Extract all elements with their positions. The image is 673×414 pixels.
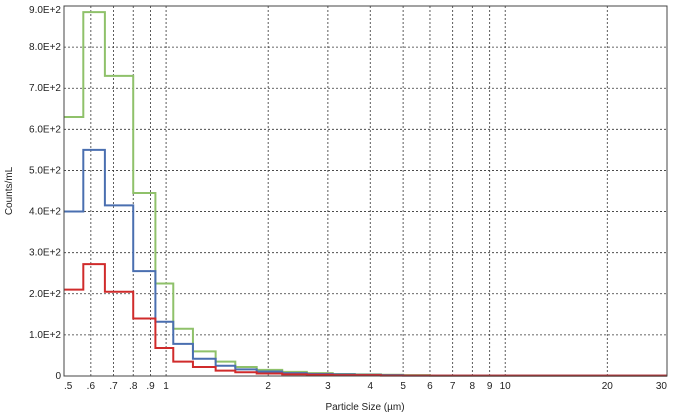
x-axis-title: Particle Size (µm) bbox=[325, 402, 404, 413]
series-line-3 bbox=[64, 263, 667, 377]
x-tick-label: 1 bbox=[163, 381, 169, 392]
y-tick-label: 1.0E+2 bbox=[29, 330, 61, 341]
y-tick-label: 0 bbox=[55, 371, 61, 382]
y-tick-label: 9.0E+2 bbox=[29, 5, 61, 16]
x-tick-label: 9 bbox=[487, 381, 493, 392]
plot-border bbox=[63, 5, 668, 377]
x-tick-label: .5 bbox=[64, 381, 73, 392]
x-tick-label: 7 bbox=[450, 381, 456, 392]
x-tick-label: 5 bbox=[400, 381, 406, 392]
x-tick-labels: .5 .6 .7 .8 .9 1 2 3 4 5 6 7 8 9 10 20 30 bbox=[64, 381, 667, 392]
x-tick-label: 4 bbox=[367, 381, 373, 392]
y-tick-label: 8.0E+2 bbox=[29, 42, 61, 53]
plot-area bbox=[64, 6, 667, 376]
x-tick-label: 3 bbox=[325, 381, 331, 392]
x-tick-label: .9 bbox=[146, 381, 155, 392]
y-tick-label: 7.0E+2 bbox=[29, 83, 61, 94]
x-tick-label: .6 bbox=[87, 381, 96, 392]
gridlines bbox=[64, 6, 667, 376]
x-tick-label: 6 bbox=[427, 381, 433, 392]
y-tick-label: 6.0E+2 bbox=[29, 124, 61, 135]
x-tick-label: 20 bbox=[602, 381, 614, 392]
series-group bbox=[64, 11, 667, 377]
x-tick-label: 30 bbox=[656, 381, 668, 392]
x-tick-label: .8 bbox=[129, 381, 138, 392]
x-tick-label: .7 bbox=[109, 381, 118, 392]
y-tick-labels: 0 1.0E+2 2.0E+2 3.0E+2 4.0E+2 5.0E+2 6.0E+2 7.0… bbox=[29, 5, 61, 382]
y-tick-label: 2.0E+2 bbox=[29, 289, 61, 300]
y-tick-label: 3.0E+2 bbox=[29, 248, 61, 259]
y-tick-label: 5.0E+2 bbox=[29, 165, 61, 176]
x-tick-label: 2 bbox=[265, 381, 271, 392]
y-axis-title: Counts/mL bbox=[4, 166, 15, 215]
x-tick-label: 8 bbox=[470, 381, 476, 392]
x-tick-label: 10 bbox=[500, 381, 512, 392]
y-tick-label: 4.0E+2 bbox=[29, 207, 61, 218]
